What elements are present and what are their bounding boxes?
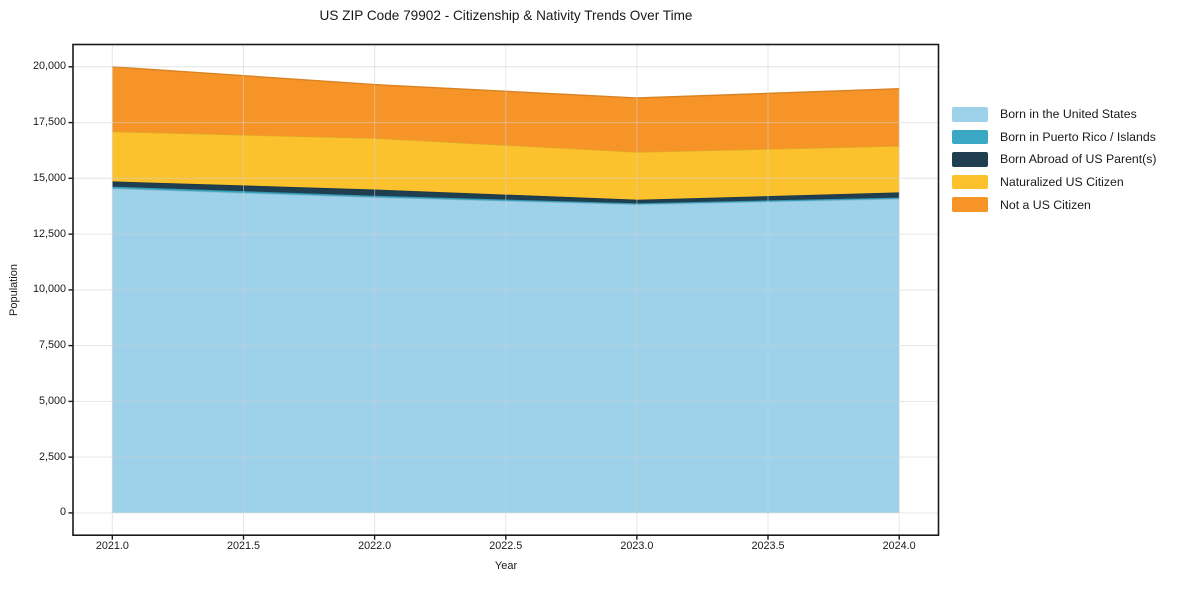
- x-tick-label: 2021.0: [95, 540, 129, 552]
- legend-item: Naturalized US Citizen: [952, 171, 1157, 194]
- legend-item: Not a US Citizen: [952, 193, 1157, 216]
- legend-label: Born in Puerto Rico / Islands: [1000, 129, 1156, 144]
- y-tick-label: 10,000: [32, 283, 66, 296]
- legend-item: Born in Puerto Rico / Islands: [952, 126, 1157, 149]
- x-tick-label: 2022.5: [489, 540, 523, 552]
- x-tick-label: 2022.0: [358, 540, 392, 552]
- legend-swatch-icon: [952, 129, 988, 145]
- x-tick-label: 2023.5: [751, 540, 785, 552]
- legend-item: Born Abroad of US Parent(s): [952, 148, 1157, 171]
- legend-swatch-icon: [952, 197, 988, 212]
- chart-title: US ZIP Code 79902 - Citizenship & Nativi…: [319, 8, 693, 23]
- y-tick-label: 12,500: [32, 227, 66, 240]
- x-tick-label: 2023.0: [620, 540, 654, 552]
- y-tick-label: 15,000: [32, 171, 66, 184]
- legend-label: Born in the United States: [1000, 107, 1137, 122]
- x-tick-label: 2024.0: [882, 540, 916, 552]
- legend-swatch-icon: [952, 152, 988, 167]
- legend: Born in the United States Born in Puerto …: [952, 103, 1157, 216]
- legend-label: Not a US Citizen: [1000, 197, 1091, 212]
- legend-swatch-icon: [952, 174, 988, 190]
- legend-item: Born in the United States: [952, 103, 1157, 126]
- legend-swatch-icon: [952, 107, 988, 122]
- x-tick-label: 2021.5: [226, 540, 260, 552]
- legend-label: Naturalized US Citizen: [1000, 175, 1124, 190]
- y-tick-label: 5,000: [38, 394, 66, 407]
- y-tick-label: 20,000: [32, 60, 66, 73]
- legend-label: Born Abroad of US Parent(s): [1000, 152, 1157, 167]
- y-tick-label: 2,500: [38, 450, 66, 463]
- y-tick-label: 7,500: [38, 339, 66, 352]
- y-tick-label: 0: [59, 506, 66, 519]
- y-tick-label: 17,500: [32, 116, 66, 129]
- x-axis-label: Year: [494, 560, 518, 572]
